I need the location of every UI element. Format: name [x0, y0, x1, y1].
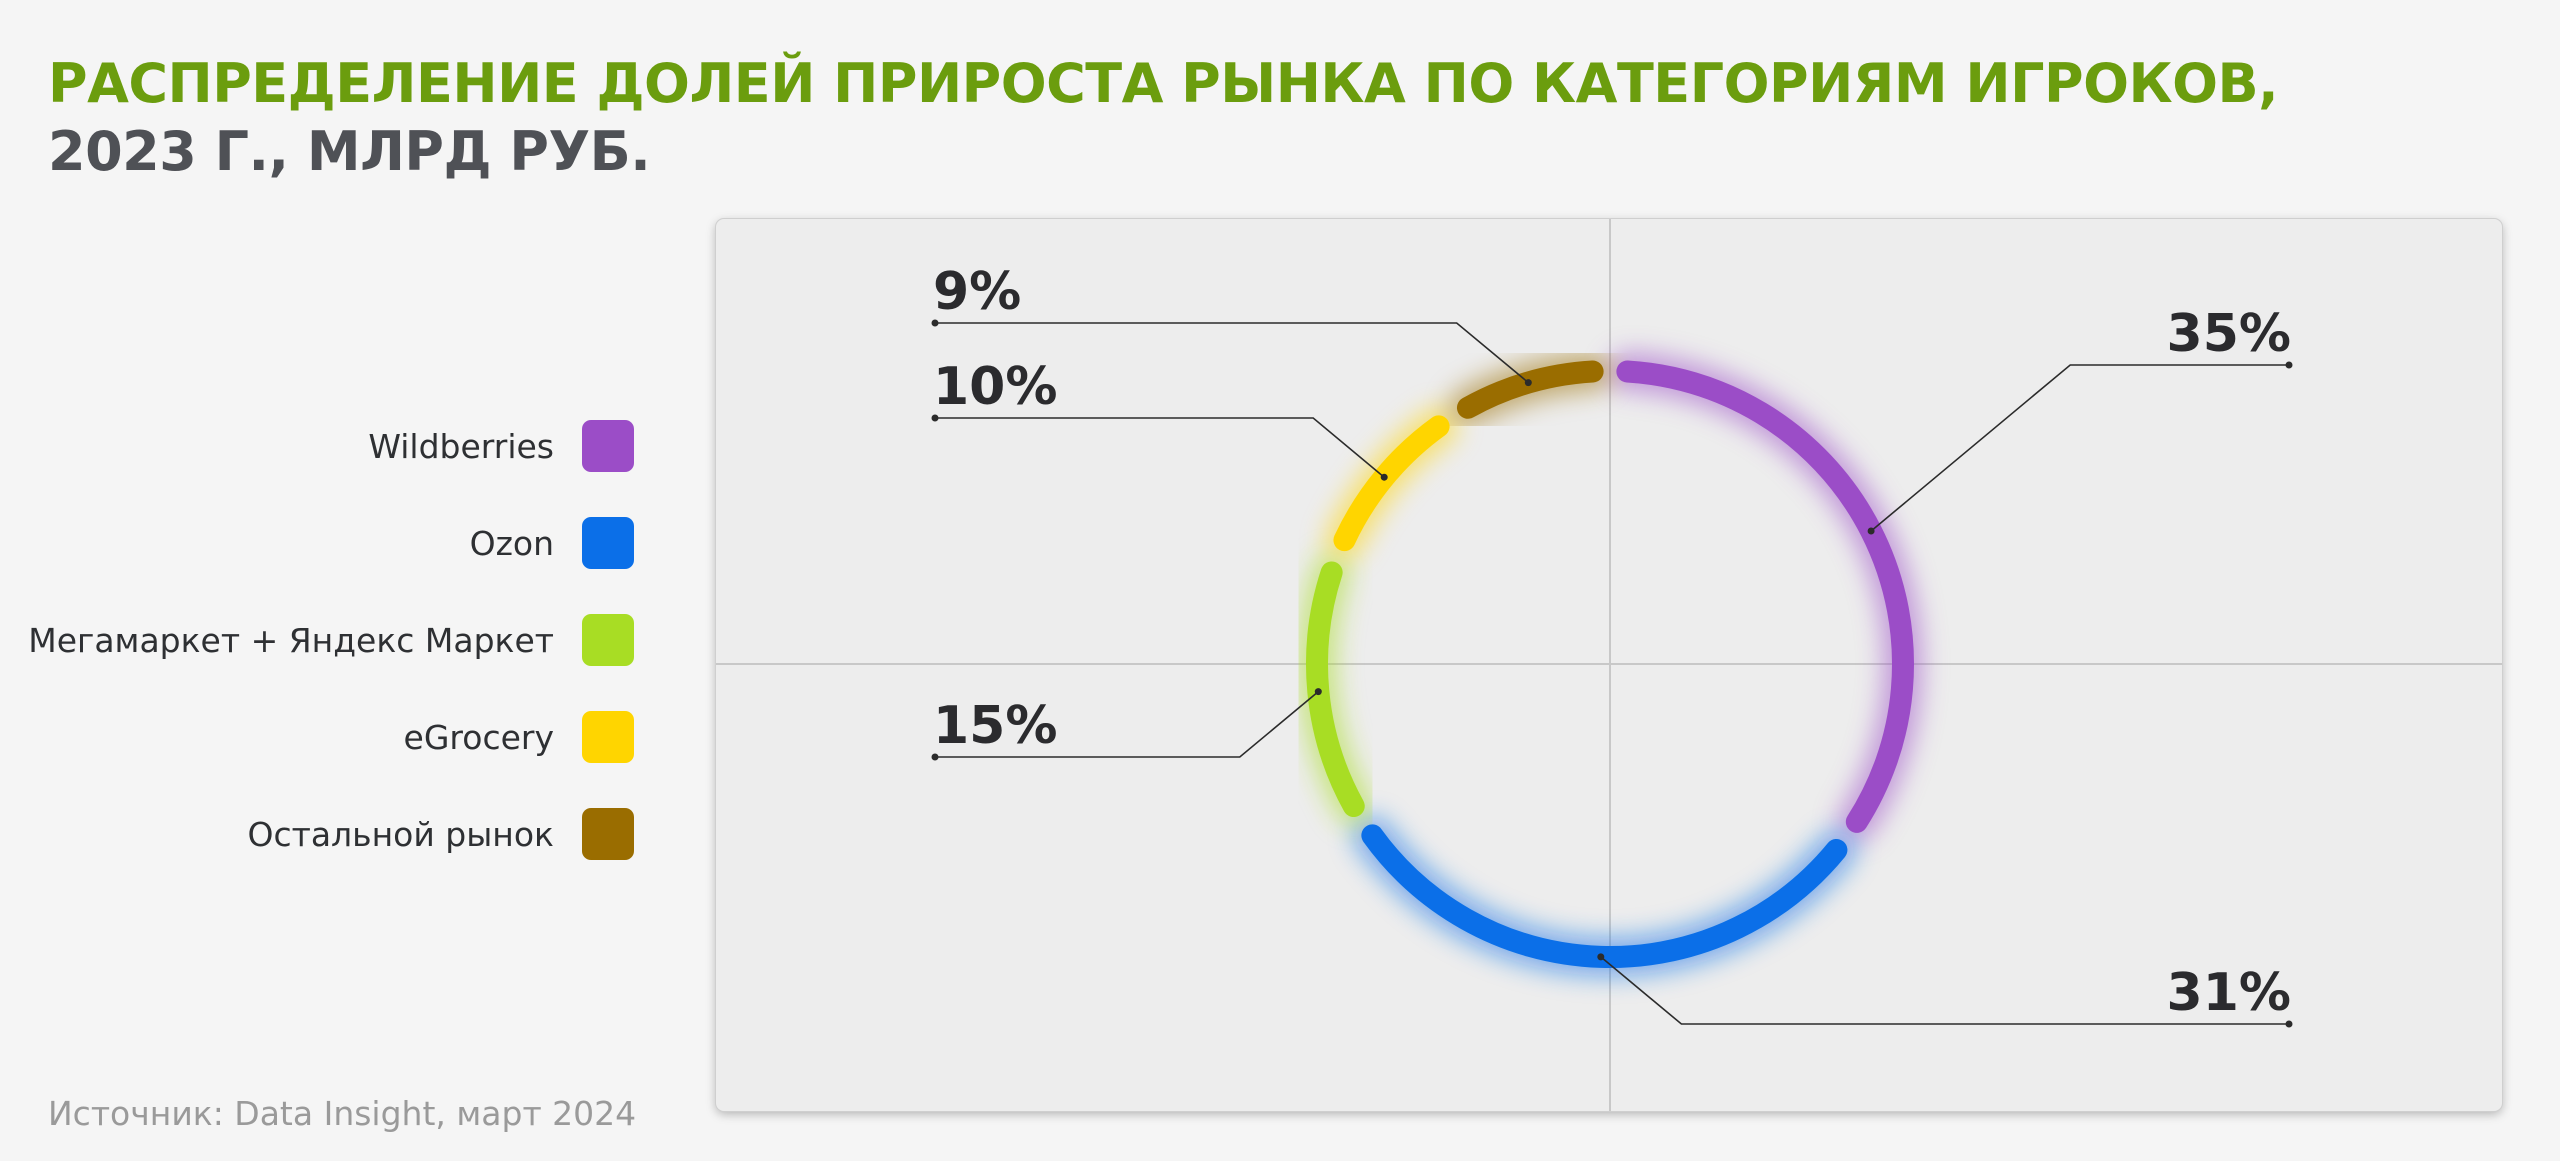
data-label-ozon: 31%	[2167, 963, 2291, 1023]
leader-line-остальной-рынок	[935, 322, 1529, 384]
leader-dot-label-ozon	[2285, 1020, 2293, 1028]
leader-dot-label-wildberries	[2285, 361, 2293, 369]
legend-swatch	[582, 517, 634, 569]
legend-label: Ozon	[469, 523, 554, 563]
legend-item-other-market: Остальной рынок	[247, 808, 634, 860]
leader-line-wildberries	[1870, 364, 2289, 532]
slice-glow-wildberries	[1608, 352, 1922, 841]
legend-swatch	[582, 614, 634, 666]
leader-dot-arc-egrocery	[1380, 473, 1388, 481]
legend-item-egrocery: eGrocery	[404, 711, 634, 763]
legend-swatch	[582, 808, 634, 860]
chart-title: РАСПРЕДЕЛЕНИЕ ДОЛЕЙ ПРИРОСТА РЫНКА ПО КА…	[48, 50, 2279, 186]
legend-label: eGrocery	[403, 717, 554, 757]
legend-label: Wildberries	[368, 426, 554, 466]
chart-panel: 35% 31% 15% 10% 9%	[716, 219, 2502, 1111]
leader-dot-label-мегамаркет-яндекс-маркет	[931, 753, 939, 761]
donut-chart: 35% 31% 15% 10% 9%	[716, 219, 2502, 1111]
leader-line-мегамаркет-яндекс-маркет	[935, 690, 1319, 758]
legend-item-megamarket-yandex: Мегамаркет + Яндекс Маркет	[28, 614, 634, 666]
legend-swatch	[582, 420, 634, 472]
leader-dot-arc-wildberries	[1867, 527, 1875, 535]
chart-title-line1: РАСПРЕДЕЛЕНИЕ ДОЛЕЙ ПРИРОСТА РЫНКА ПО КА…	[48, 52, 2279, 115]
leader-dot-arc-ozon	[1597, 953, 1605, 961]
leader-dot-arc-остальной-рынок	[1524, 379, 1532, 387]
leader-dot-label-остальной-рынок	[931, 319, 939, 327]
data-label-остальной-рынок: 9%	[933, 262, 1021, 322]
leader-line-ozon	[1600, 956, 2289, 1025]
legend-item-wildberries: Wildberries	[368, 420, 634, 472]
leader-dot-arc-мегамаркет-яндекс-маркет	[1314, 688, 1322, 696]
legend-label: Мегамаркет + Яндекс Маркет	[28, 620, 554, 660]
data-label-egrocery: 10%	[933, 357, 1057, 417]
chart-title-line2: 2023 Г., МЛРД РУБ.	[48, 120, 651, 183]
slice-wildberries	[1616, 360, 1914, 833]
data-label-мегамаркет-яндекс-маркет: 15%	[933, 696, 1057, 756]
legend-item-ozon: Ozon	[470, 517, 634, 569]
legend-label: Остальной рынок	[247, 814, 554, 854]
leader-line-egrocery	[935, 417, 1385, 478]
leader-dot-label-egrocery	[931, 414, 939, 422]
data-label-wildberries: 35%	[2167, 304, 2291, 364]
source-note: Источник: Data Insight, март 2024	[48, 1094, 637, 1133]
legend-swatch	[582, 711, 634, 763]
